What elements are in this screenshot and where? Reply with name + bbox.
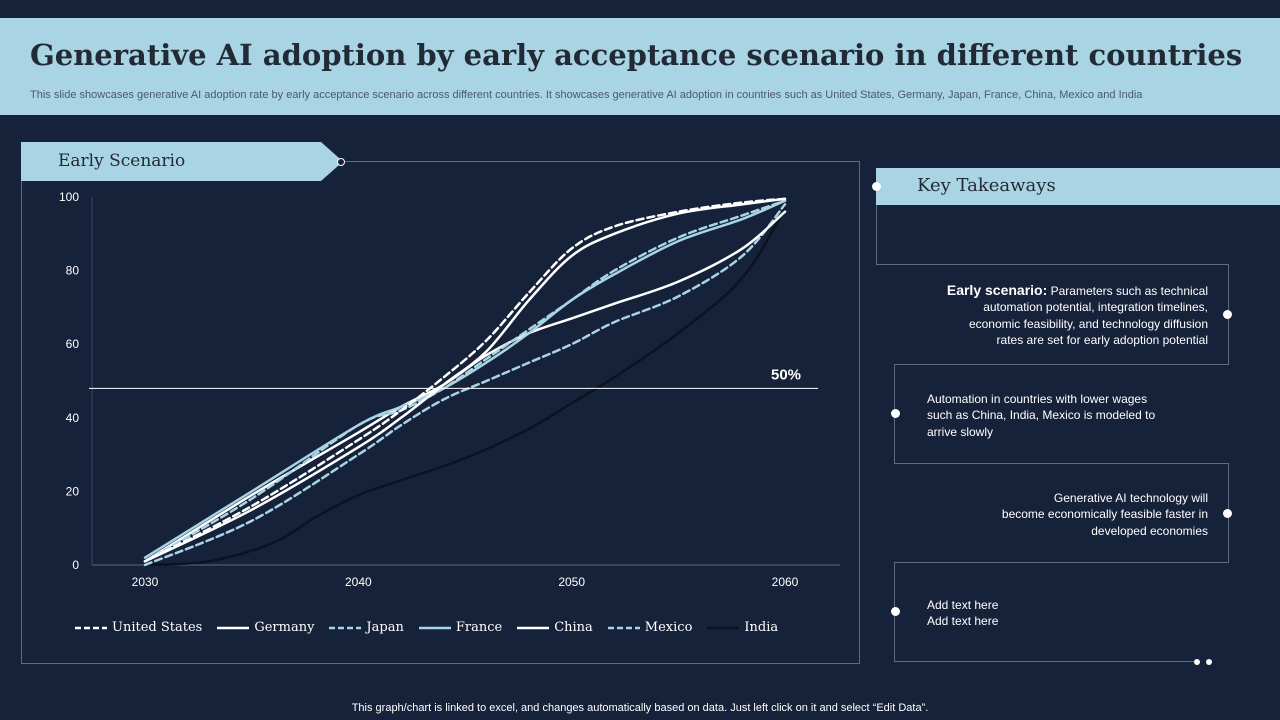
series-line-china (143, 210, 787, 563)
series-line-mexico (143, 203, 787, 567)
takeaway-3-line: become economically feasible faster in (1001, 507, 1208, 522)
x-tick-label: 2040 (345, 575, 372, 589)
takeaway-dot-4 (891, 607, 900, 616)
chart-legend: United States Germany Japan France China Mexi… (74, 620, 792, 635)
legend-label: China (554, 620, 593, 635)
legend-swatch (607, 626, 640, 629)
y-tick-label: 100 (59, 190, 79, 204)
series-line-germany (143, 197, 787, 563)
connector (894, 463, 1228, 464)
series-line-united-states (143, 197, 787, 563)
series-line-japan (143, 199, 787, 563)
chart-tab-label: Early Scenario (58, 151, 186, 171)
connector (894, 661, 1194, 662)
takeaway-4-line[interactable]: Add text here (927, 598, 999, 612)
reference-line-label: 50% (771, 366, 801, 383)
chart-tab: Early Scenario (21, 142, 343, 181)
chart-panel (21, 161, 860, 664)
takeaway-4[interactable]: Add text here Add text here (927, 597, 1177, 630)
legend-label: Germany (254, 620, 315, 635)
takeaway-3-line: Generative AI technology will (1053, 491, 1208, 505)
x-tick-label: 2060 (772, 575, 799, 589)
legend-item: Japan (328, 620, 404, 635)
x-tick-label: 2050 (558, 575, 585, 589)
y-tick-label: 60 (66, 337, 80, 351)
takeaway-1-line: rates are set for early adoption potenti… (996, 332, 1208, 347)
series-line-india (143, 206, 787, 567)
legend-swatch (707, 626, 740, 629)
series-layer (89, 197, 818, 567)
takeaway-1-line: automation potential, integration timeli… (983, 300, 1208, 315)
y-tick-label: 0 (72, 558, 79, 572)
y-tick-label: 20 (66, 484, 80, 498)
connector (876, 205, 877, 264)
takeaway-1-line: economic feasibility, and technology dif… (968, 316, 1208, 331)
y-tick-label: 40 (66, 411, 80, 425)
takeaway-dot-2 (891, 409, 900, 418)
takeaway-dot-1 (1223, 310, 1232, 319)
y-tick-label: 80 (66, 264, 80, 278)
tab-dot (337, 158, 345, 166)
legend-swatch (329, 626, 362, 629)
legend-item: China (516, 620, 593, 635)
takeaways-header: Key Takeaways (876, 168, 1280, 205)
legend-item: United States (74, 620, 202, 635)
page-subtitle: This slide showcases generative AI adopt… (30, 89, 1143, 101)
legend-item: Mexico (607, 620, 693, 635)
axes-layer (91, 197, 840, 566)
takeaway-3: Generative AI technology will become eco… (900, 490, 1208, 539)
takeaway-1-line: Parameters such as technical (1050, 284, 1208, 298)
legend-item: France (418, 620, 502, 635)
connector (894, 364, 1229, 365)
series-line-france (143, 199, 787, 559)
takeaways-title: Key Takeaways (917, 175, 1056, 196)
legend-item: Germany (216, 620, 314, 635)
legend-item: India (706, 620, 778, 635)
takeaway-2-line: arrive slowly (927, 424, 994, 439)
legend-label: India (744, 620, 779, 635)
legend-label: Mexico (644, 620, 693, 635)
x-tick-label: 2030 (132, 575, 159, 589)
takeaway-4-line[interactable]: Add text here (927, 614, 999, 629)
takeaway-1: Early scenario: Parameters such as techn… (880, 282, 1208, 348)
connector (876, 264, 1228, 265)
connector (894, 562, 1229, 563)
takeaway-2: Automation in countries with lower wages… (927, 391, 1217, 440)
footer-note: This graph/chart is linked to excel, and… (351, 702, 929, 714)
takeaway-2-line: Automation in countries with lower wages (927, 392, 1148, 406)
page-title: Generative AI adoption by early acceptan… (30, 38, 1243, 72)
takeaway-dot-3 (1223, 509, 1232, 518)
end-dot (1194, 659, 1200, 665)
legend-swatch (517, 626, 550, 629)
takeaway-2-line: such as China, India, Mexico is modeled … (927, 408, 1156, 423)
legend-label: Japan (366, 620, 404, 635)
legend-swatch (217, 626, 250, 629)
legend-swatch (418, 626, 451, 629)
takeaway-3-line: developed economies (1091, 523, 1208, 538)
takeaway-1-lead: Early scenario: (946, 282, 1048, 298)
legend-label: United States (112, 620, 203, 635)
end-dot (1206, 659, 1212, 665)
legend-label: France (455, 620, 503, 635)
takeaways-header-dot (872, 182, 881, 191)
header-banner: Generative AI adoption by early acceptan… (0, 18, 1280, 115)
legend-swatch (75, 626, 107, 629)
